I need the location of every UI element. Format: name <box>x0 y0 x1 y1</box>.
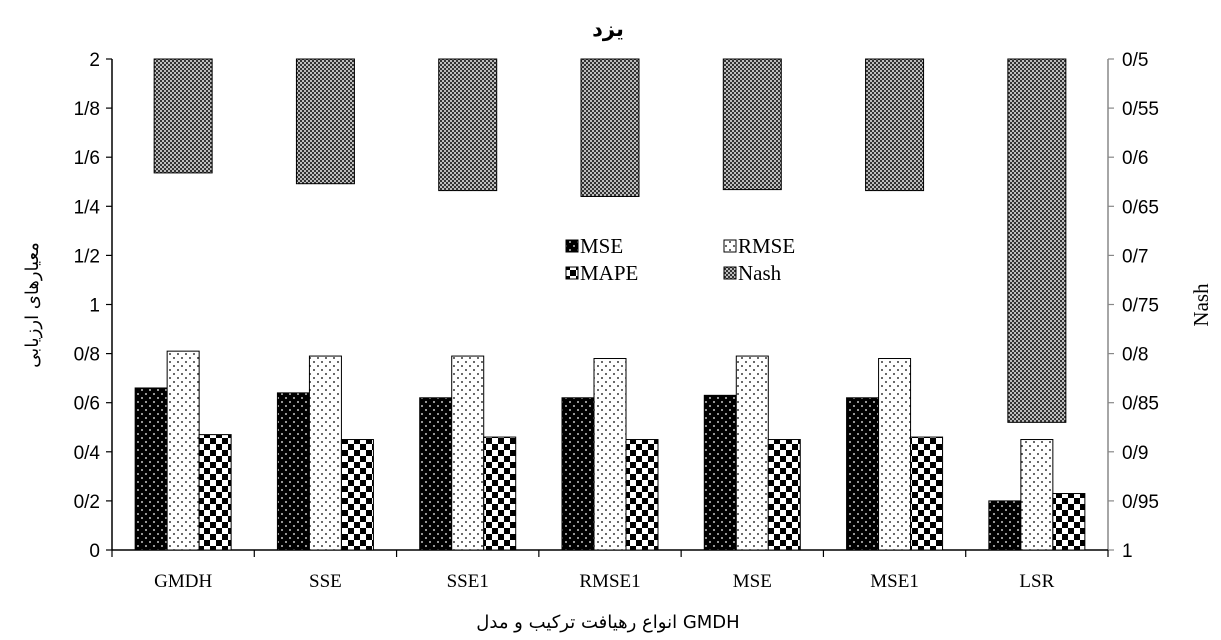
x-tick-label: SSE <box>309 571 342 592</box>
bar-rmse <box>735 355 769 551</box>
bar-nash <box>438 58 498 192</box>
bar-mse <box>419 397 453 551</box>
bar-mse <box>703 394 737 551</box>
bar-rmse <box>451 355 485 551</box>
bar-mse <box>276 392 310 551</box>
y-tick-label: 1/2 <box>74 246 100 267</box>
y-tick-label: 0/4 <box>74 443 101 464</box>
bar-mape <box>910 436 944 551</box>
x-tick-label: GMDH <box>154 571 212 592</box>
x-tick-label: RMSE1 <box>579 571 640 592</box>
y2-tick-label: 0/95 <box>1122 492 1159 513</box>
bar-mape <box>198 434 232 551</box>
legend-swatch-nash <box>723 266 737 280</box>
x-tick-label: LSR <box>1019 571 1054 592</box>
y2-tick-label: 0/85 <box>1122 394 1159 415</box>
bar-mape <box>340 439 374 551</box>
y-tick-label: 0/8 <box>74 345 100 366</box>
bar-mape <box>767 439 801 551</box>
plot-area: 0 0/2 0/4 0/6 0/8 1 1/2 1/4 1/6 1/8 2 0/5 0/55 0/6 0/6… <box>74 50 1159 592</box>
y2-axis-label: Nash <box>1189 283 1213 327</box>
y2-tick-label: 0/6 <box>1122 148 1148 169</box>
bar-mse <box>134 387 168 551</box>
bar-nash <box>153 58 213 174</box>
bar-nash <box>295 58 355 185</box>
legend-swatch-mape <box>565 266 579 280</box>
legend-swatch-rmse <box>723 239 737 253</box>
bar-nash <box>865 58 925 192</box>
legend-label-rmse: RMSE <box>738 234 795 258</box>
y-tick-label: 0/6 <box>74 394 100 415</box>
y2-tick-label: 0/9 <box>1122 443 1148 464</box>
legend-label-mape: MAPE <box>580 261 638 285</box>
y2-tick-label: 0/55 <box>1122 99 1159 120</box>
legend: MSE RMSE MAPE Nash <box>565 234 795 285</box>
bar-rmse <box>1020 439 1054 551</box>
x-tick-label: MSE1 <box>870 571 919 592</box>
y2-tick-label: 0/7 <box>1122 246 1148 267</box>
chart-title: یزد <box>592 17 624 41</box>
y-axis-label: معیارهای ارزیابی <box>22 242 43 368</box>
y-tick-label: 1/6 <box>74 148 100 169</box>
bar-nash <box>580 58 640 197</box>
legend-swatch-mse <box>565 239 579 253</box>
bar-mse <box>561 397 595 551</box>
bar-mse <box>846 397 880 551</box>
bar-mape <box>483 436 517 551</box>
legend-label-mse: MSE <box>580 234 623 258</box>
bar-nash <box>1007 58 1067 423</box>
y-tick-label: 1 <box>89 296 100 317</box>
bar-rmse <box>166 350 200 551</box>
y-tick-label: 1/8 <box>74 99 100 120</box>
x-axis-label: انواع رهیافت ترکیب و مدل GMDH <box>476 612 739 633</box>
y-tick-label: 0 <box>89 541 100 562</box>
y-tick-label: 0/2 <box>74 492 100 513</box>
bar-nash <box>722 58 782 191</box>
legend-label-nash: Nash <box>738 261 782 285</box>
y2-tick-label: 1 <box>1122 541 1133 562</box>
y2-tick-label: 0/8 <box>1122 345 1148 366</box>
y2-tick-label: 0/75 <box>1122 296 1159 317</box>
bar-mape <box>625 439 659 551</box>
bar-rmse <box>308 355 342 551</box>
y2-tick-label: 0/5 <box>1122 50 1148 71</box>
bar-mse <box>988 500 1022 551</box>
bar-mape <box>1052 493 1086 551</box>
x-tick-label: SSE1 <box>447 571 489 592</box>
y-tick-label: 2 <box>89 50 100 71</box>
x-tick-label: MSE <box>733 571 772 592</box>
bar-rmse <box>593 358 627 551</box>
y-tick-label: 1/4 <box>74 197 101 218</box>
y2-tick-label: 0/65 <box>1122 197 1159 218</box>
bar-rmse <box>878 358 912 551</box>
